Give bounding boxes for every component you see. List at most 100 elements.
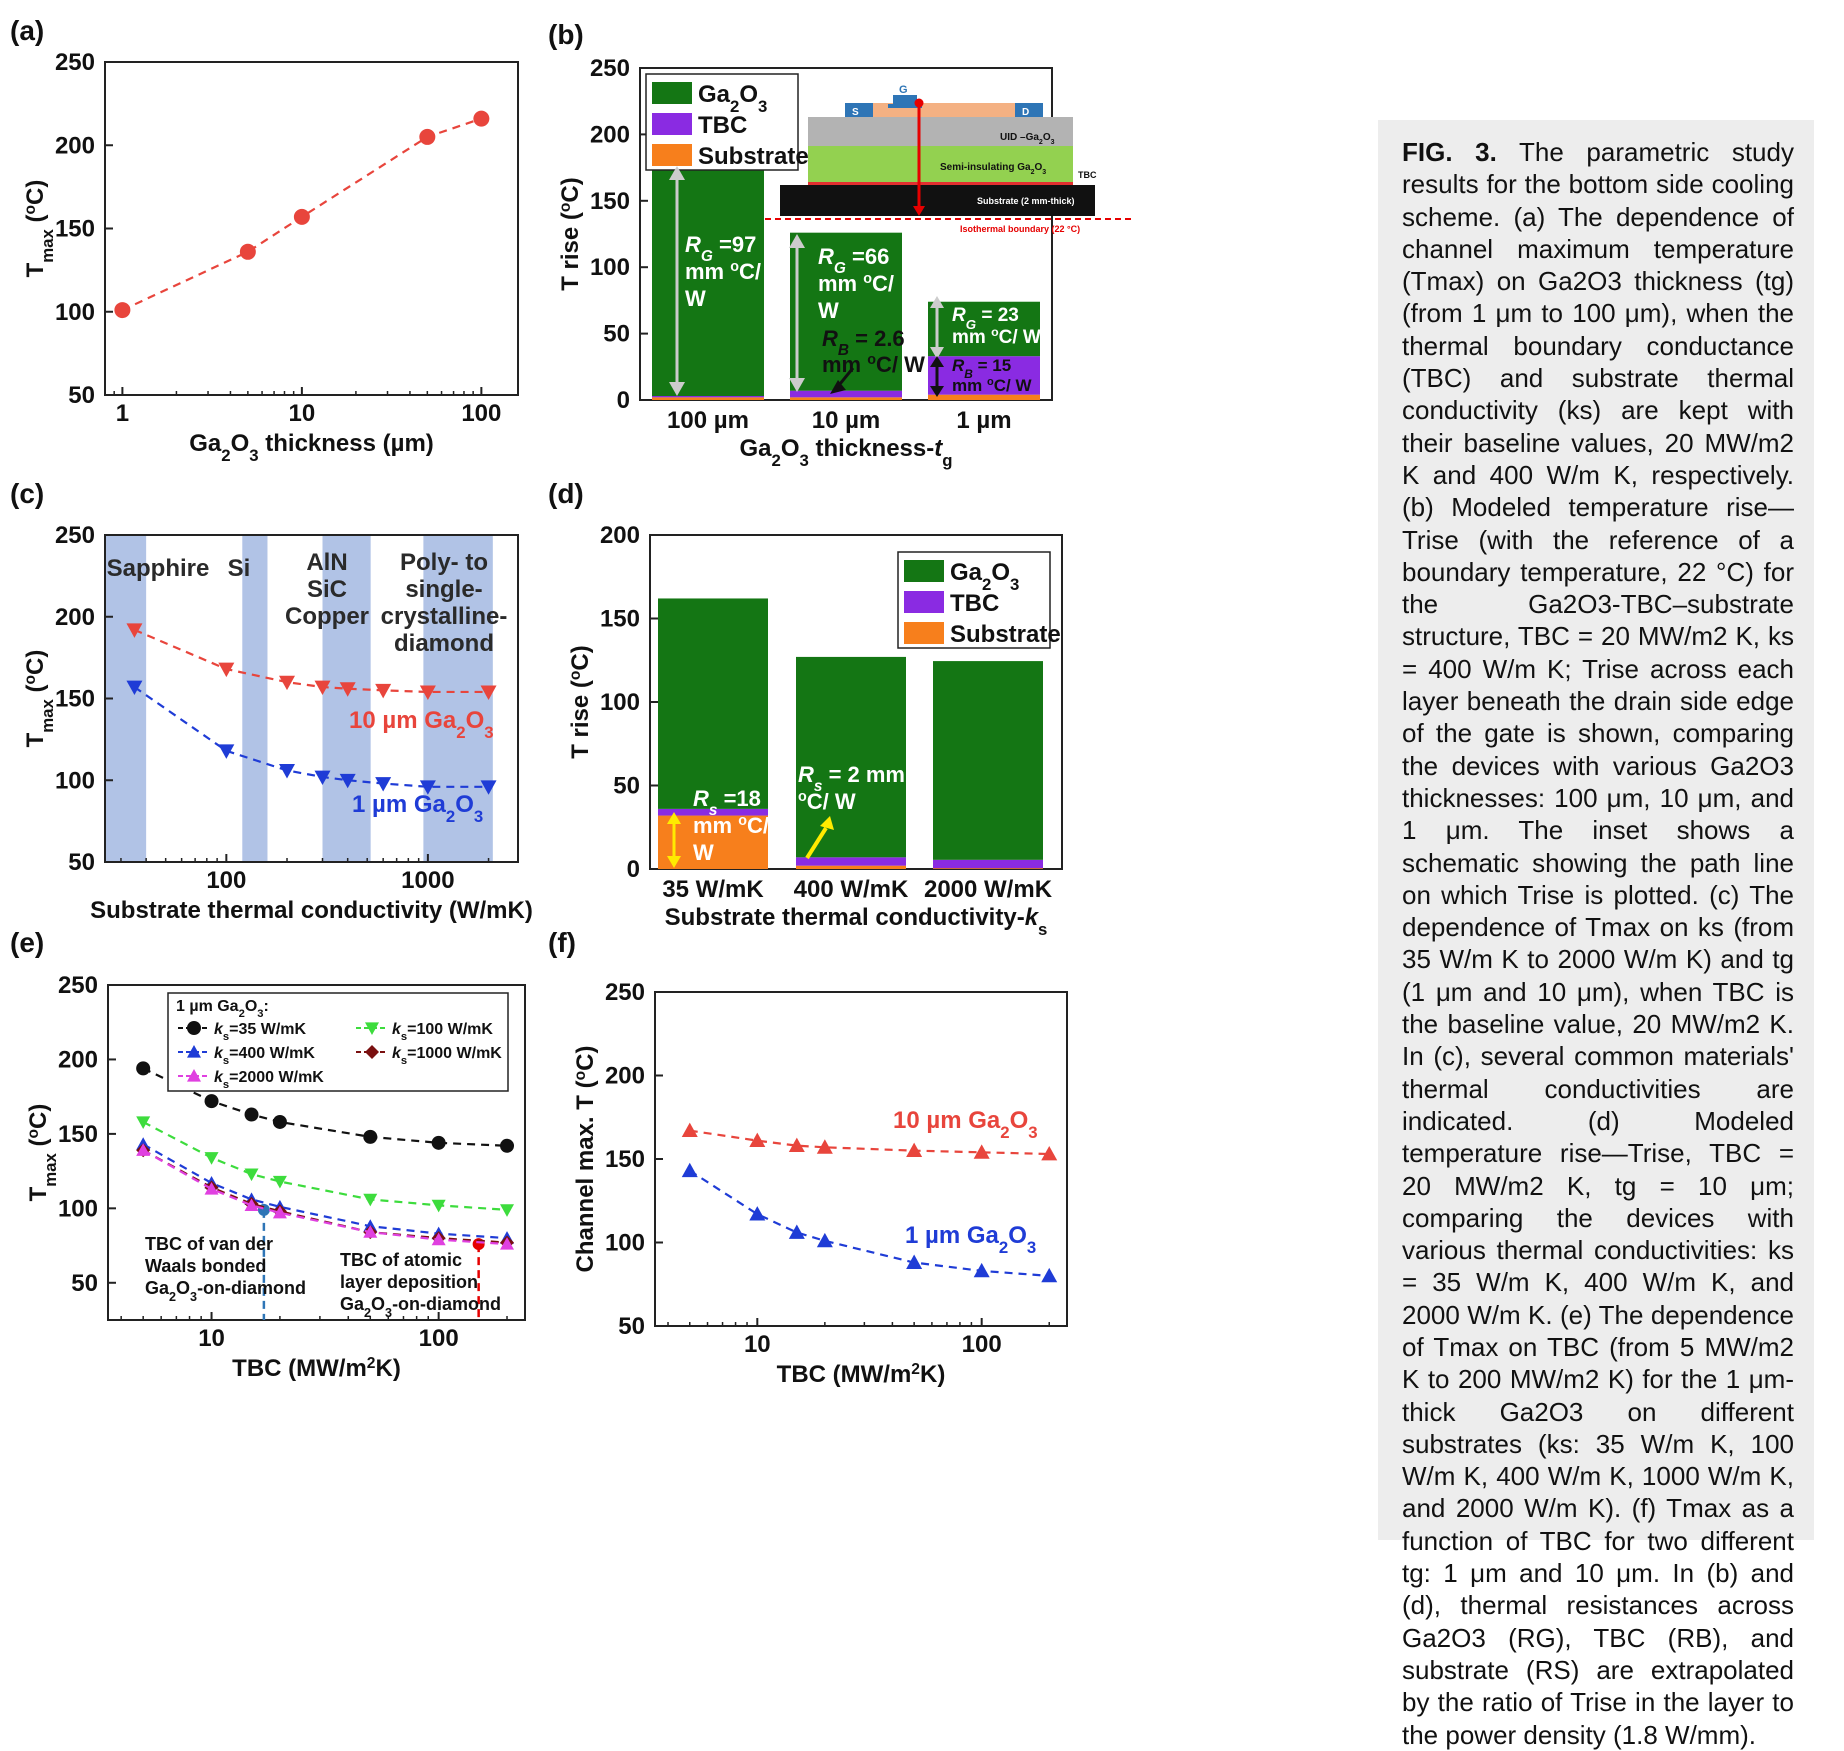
legend-label: TBC [698, 112, 747, 139]
caption-label: FIG. 3. [1402, 137, 1497, 167]
annotation-rb-1um-line: mm oC/ W [952, 376, 1032, 395]
panel-label: (a) [10, 15, 44, 46]
material-label-diamond-line: crystalline- [381, 603, 508, 630]
inset-drain [1015, 103, 1043, 117]
legend-label: Substrate [698, 143, 809, 170]
data-point [500, 1204, 515, 1217]
series-label-1um: 1 µm Ga2O3 [352, 791, 483, 826]
y-axis-label: Tmax (oC) [25, 1104, 60, 1202]
y-tick-label: 250 [605, 979, 645, 1006]
caption-text: The parametric study results for the bot… [1402, 137, 1794, 1750]
arrow-head [789, 234, 805, 248]
legend-marker [365, 1022, 379, 1035]
series-label-10um: 10 µm Ga2O3 [349, 707, 494, 742]
panel-e: (e) 50 100 150 200 250 Tmax (oC) TBC (MW/m2K) 10… [10, 927, 526, 1382]
annotation-rg-10um-line: RG =66 [818, 244, 889, 277]
x-axis-label: Ga2O3 thickness (µm) [189, 430, 434, 465]
legend-label: Substrate [950, 621, 1061, 648]
annotation-rs-35-line: Rs =18 [693, 786, 761, 819]
plot-frame [107, 984, 526, 1321]
data-point [136, 1061, 151, 1076]
inset-substrate-label: Substrate (2 mm-thick) [977, 196, 1075, 206]
x-category-label: 400 W/mK [794, 876, 909, 903]
y-tick-label: 50 [68, 382, 95, 409]
arrow-head [667, 812, 681, 824]
legend-label: ks=2000 W/mK [214, 1069, 324, 1091]
panel-label: (d) [548, 478, 584, 509]
plot-frame [104, 61, 519, 396]
data-point [126, 623, 143, 638]
arrow-head [830, 380, 846, 394]
bar-segment-ga2o3 [658, 598, 768, 809]
legend-box [167, 992, 509, 1092]
bar-segment-substrate [928, 394, 1040, 400]
data-point [480, 780, 497, 795]
panel-f: (f) 50 100 150 200 250 Channel max. T (oC) TBC … [548, 927, 1068, 1388]
series-label-10um: 10 µm Ga2O3 [893, 1107, 1038, 1142]
annotation-vdw-line: TBC of van der [145, 1234, 273, 1254]
arrow-head [789, 378, 805, 392]
legend-label: TBC [950, 590, 999, 617]
data-point [136, 1143, 151, 1156]
y-tick-label: 250 [55, 49, 95, 76]
bar-segment-substrate [790, 397, 902, 400]
y-tick-label: 150 [590, 188, 630, 215]
inset-source-label: S [852, 107, 859, 118]
data-point [816, 1232, 833, 1248]
data-point [500, 1237, 515, 1250]
y-tick-label: 250 [55, 522, 95, 549]
series-line [133, 686, 489, 788]
panel-a: (a) 50 100 150 200 250 Tmax (oC) Ga2O3 thicknes… [10, 15, 519, 465]
y-tick-label: 200 [605, 1063, 645, 1090]
arrow-head [669, 382, 685, 396]
series-line [142, 1149, 508, 1246]
annotation-ald-line: Ga2O3-on-diamond [340, 1294, 501, 1320]
inset-uid-label: UID –Ga2O3 [1000, 132, 1055, 146]
legend-swatch [904, 591, 944, 613]
annotation-rs-400-line: Rs = 2 mm [798, 762, 905, 795]
arrow-head [820, 816, 834, 830]
legend-swatch [904, 622, 944, 644]
arrow-head [930, 296, 944, 308]
annotation-rs-35-line: mm oC/ [693, 813, 769, 838]
y-axis-label: Tmax (oC) [22, 180, 57, 278]
x-category-label: 35 W/mK [662, 876, 764, 903]
legend-swatch [652, 144, 692, 166]
inset-semi-insulating [808, 146, 1073, 184]
legend-swatch [652, 113, 692, 135]
data-point [363, 1129, 378, 1144]
x-tick-label: 100 [419, 1325, 459, 1352]
data-point [749, 1132, 766, 1148]
legend-label: Ga2O3 [698, 81, 767, 116]
y-axis-label: Channel max. T (oC) [572, 1046, 600, 1273]
data-point [244, 1168, 259, 1182]
legend-swatch [904, 560, 944, 582]
data-point [788, 1224, 805, 1239]
series-line [134, 628, 489, 694]
series-e-0 [136, 1061, 515, 1153]
y-tick-label: 150 [605, 1146, 645, 1173]
data-point [314, 680, 331, 696]
legend-swatch [652, 82, 692, 104]
inset-source [845, 103, 873, 117]
series-f-0 [681, 1122, 1058, 1161]
bar-segment-tbc [933, 859, 1043, 869]
material-label-diamond-line: single- [405, 576, 482, 603]
inset-substrate [780, 185, 1095, 216]
series-c-1 [126, 680, 497, 795]
series-line [142, 1143, 508, 1240]
data-point [218, 662, 235, 678]
data-point [244, 1198, 259, 1211]
legend-marker [187, 1021, 201, 1035]
bar-segment-ga2o3 [933, 661, 1043, 860]
data-point [204, 1094, 219, 1109]
bar-segment-substrate [652, 397, 764, 400]
annotation-ald-line: TBC of atomic [340, 1250, 462, 1270]
series-e-1 [136, 1116, 515, 1217]
inset-isothermal-label: Isothermal boundary (22 °C) [960, 224, 1080, 234]
y-tick-label: 50 [68, 849, 95, 876]
arrow-head [913, 206, 925, 216]
